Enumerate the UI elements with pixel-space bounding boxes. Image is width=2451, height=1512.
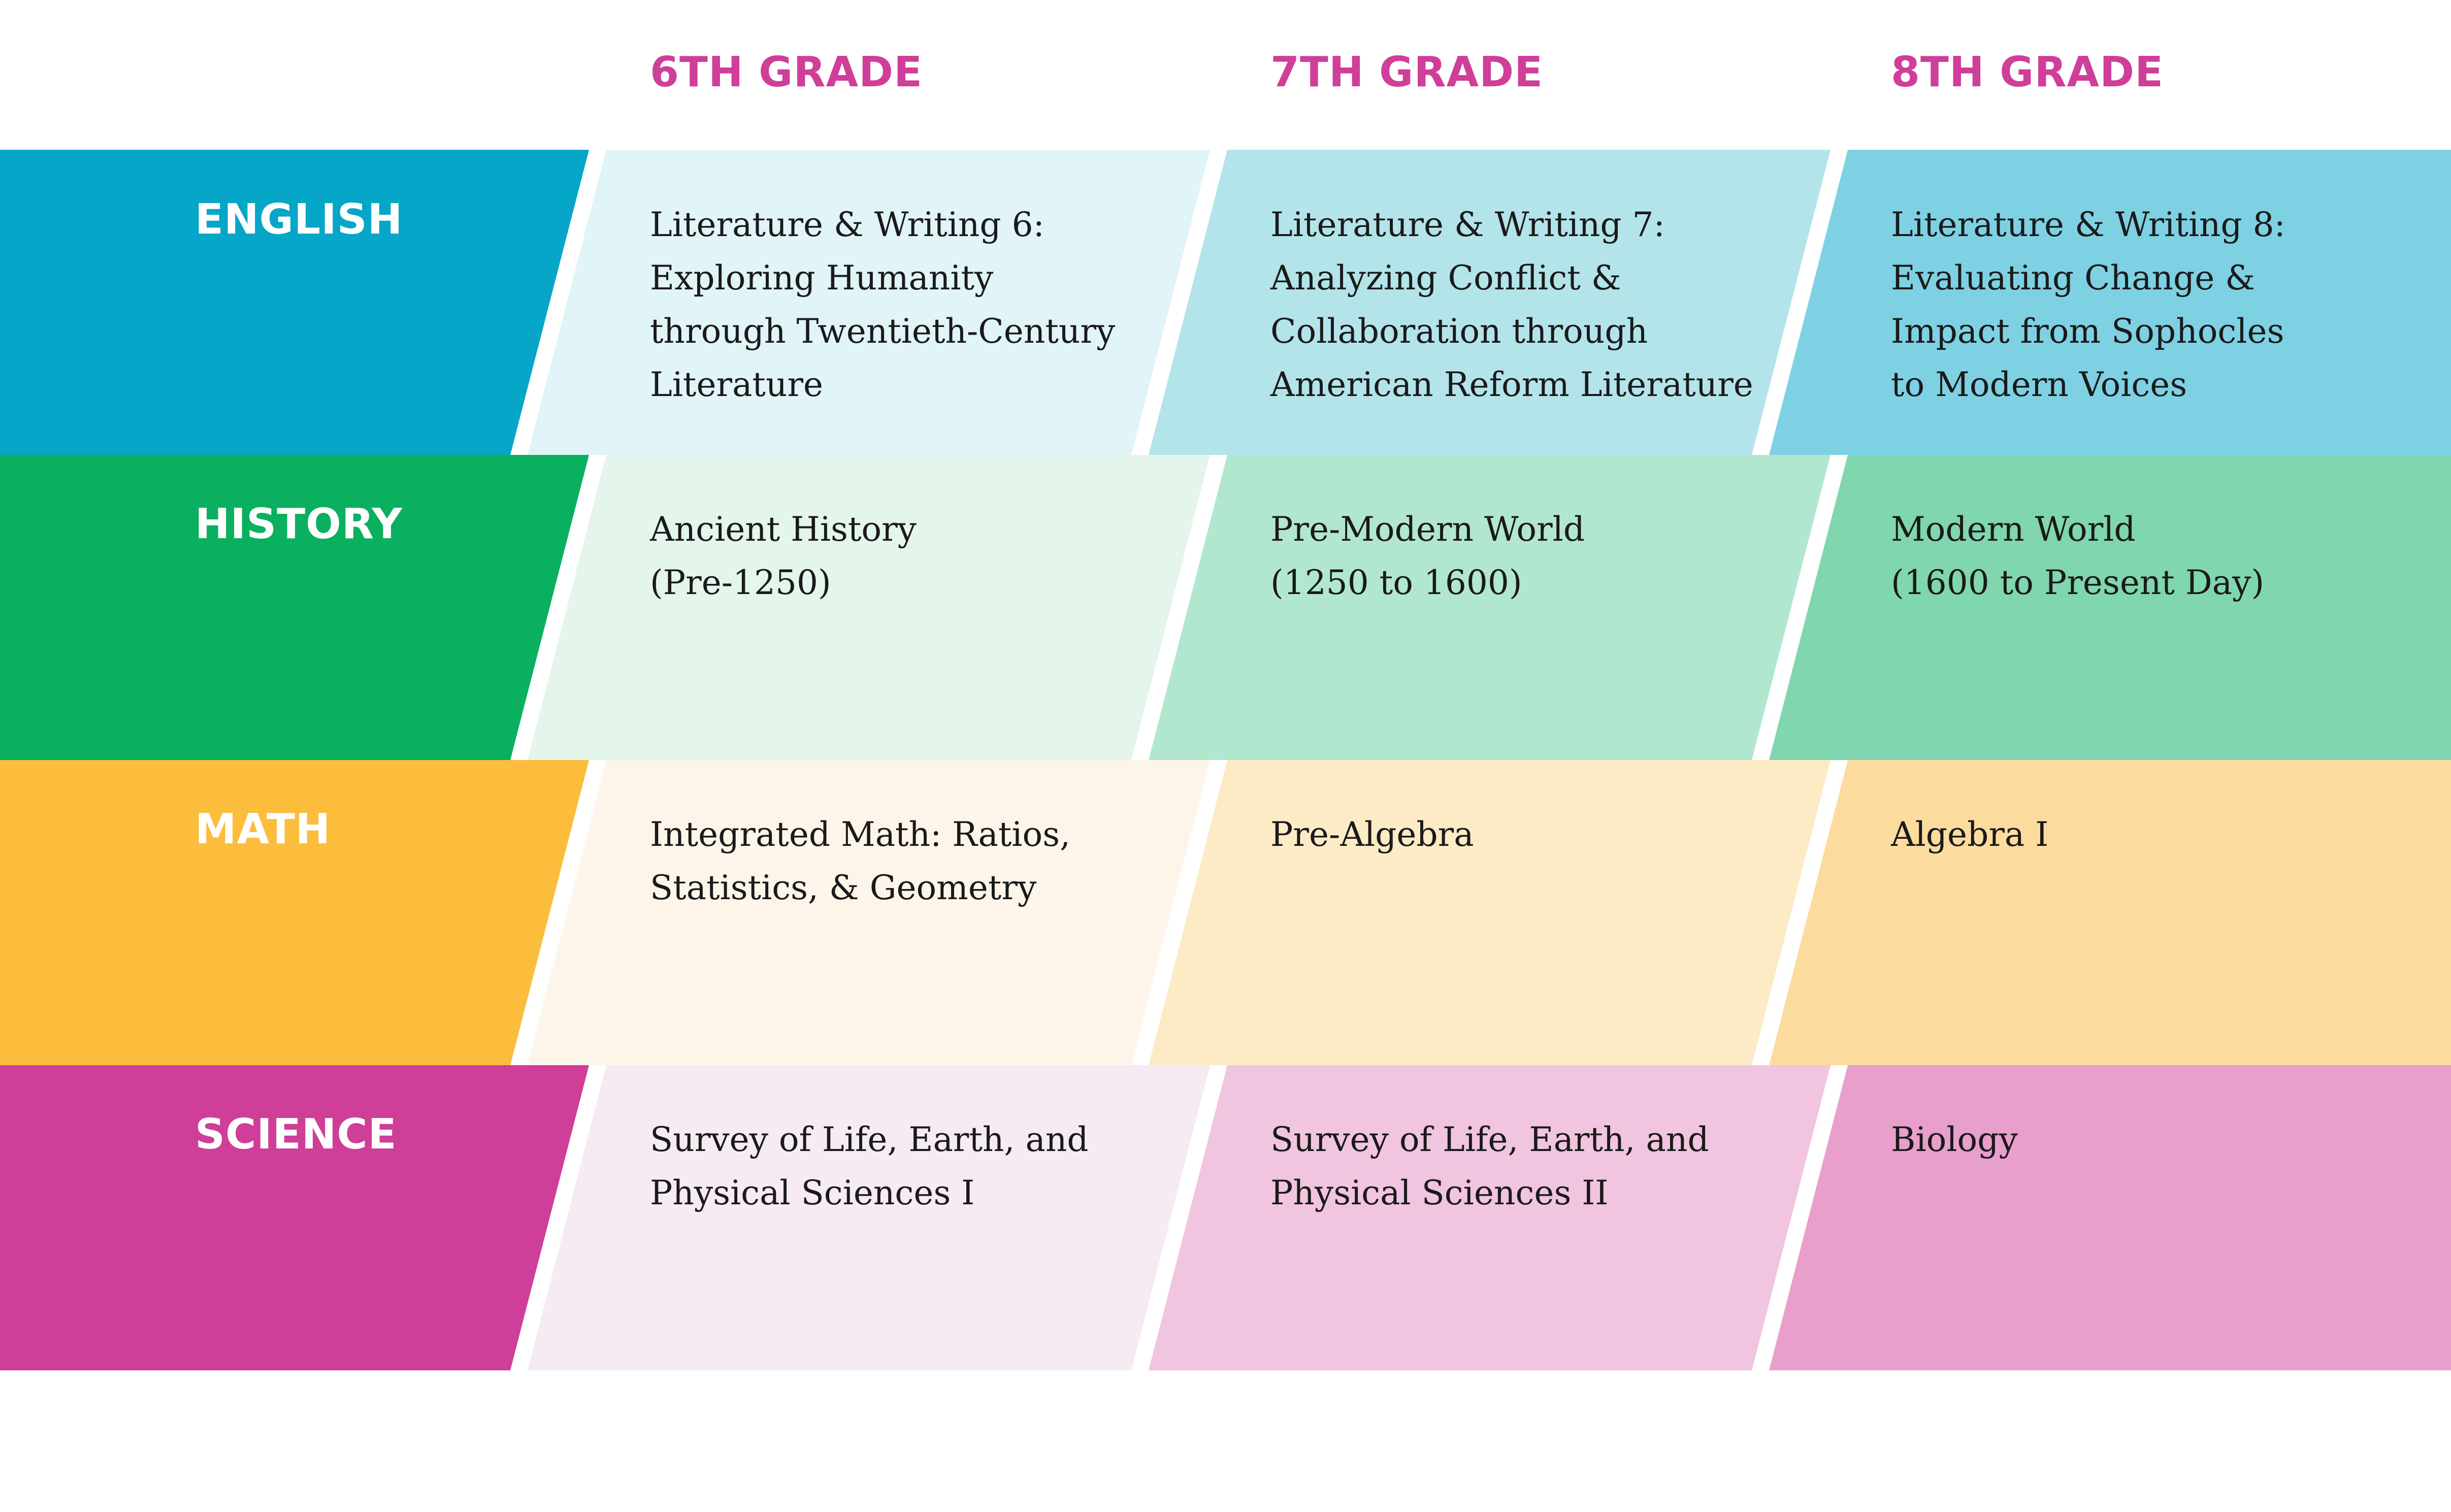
subject-label-english: ENGLISH bbox=[195, 195, 403, 244]
course-cell-english-7 bbox=[1149, 150, 1831, 455]
course-cell-science-7 bbox=[1149, 1065, 1831, 1370]
course-cell-math-8 bbox=[1769, 760, 2451, 1065]
course-cell-english-6 bbox=[528, 150, 1210, 455]
course-cell-science-6 bbox=[528, 1065, 1210, 1370]
course-cell-math-6 bbox=[528, 760, 1210, 1065]
course-cell-math-7 bbox=[1149, 760, 1831, 1065]
label-band-science bbox=[0, 1065, 589, 1370]
course-english-8: Literature & Writing 8: Evaluating Chang… bbox=[1891, 205, 2285, 404]
subject-label-history: HISTORY bbox=[195, 500, 403, 548]
course-cell-history-7 bbox=[1149, 455, 1831, 760]
course-cell-english-8 bbox=[1769, 150, 2451, 455]
course-math-8: Algebra I bbox=[1891, 815, 2049, 854]
grade-header-7: 7TH GRADE bbox=[1270, 48, 1544, 96]
label-band-math bbox=[0, 760, 589, 1065]
course-math-6: Integrated Math: Ratios, Statistics, & G… bbox=[650, 815, 1071, 907]
course-cell-history-8 bbox=[1769, 455, 2451, 760]
subject-label-science: SCIENCE bbox=[195, 1110, 397, 1159]
label-band-english bbox=[0, 150, 589, 455]
course-science-8: Biology bbox=[1891, 1120, 2018, 1159]
course-history-7: Pre-Modern World (1250 to 1600) bbox=[1270, 510, 1585, 602]
course-cell-history-6 bbox=[528, 455, 1210, 760]
course-english-7: Literature & Writing 7: Analyzing Confli… bbox=[1270, 205, 1753, 404]
course-history-8: Modern World (1600 to Present Day) bbox=[1891, 510, 2265, 602]
grade-header-6: 6TH GRADE bbox=[650, 48, 923, 96]
course-cell-science-8 bbox=[1769, 1065, 2451, 1370]
course-science-6: Survey of Life, Earth, and Physical Scie… bbox=[650, 1120, 1089, 1212]
course-english-6: Literature & Writing 6: Exploring Humani… bbox=[650, 205, 1116, 404]
subject-label-math: MATH bbox=[195, 805, 331, 853]
label-band-history bbox=[0, 455, 589, 760]
course-history-6: Ancient History (Pre-1250) bbox=[650, 510, 917, 602]
course-math-7: Pre-Algebra bbox=[1270, 815, 1474, 854]
grade-header-8: 8TH GRADE bbox=[1891, 48, 2164, 96]
course-science-7: Survey of Life, Earth, and Physical Scie… bbox=[1270, 1120, 1709, 1212]
